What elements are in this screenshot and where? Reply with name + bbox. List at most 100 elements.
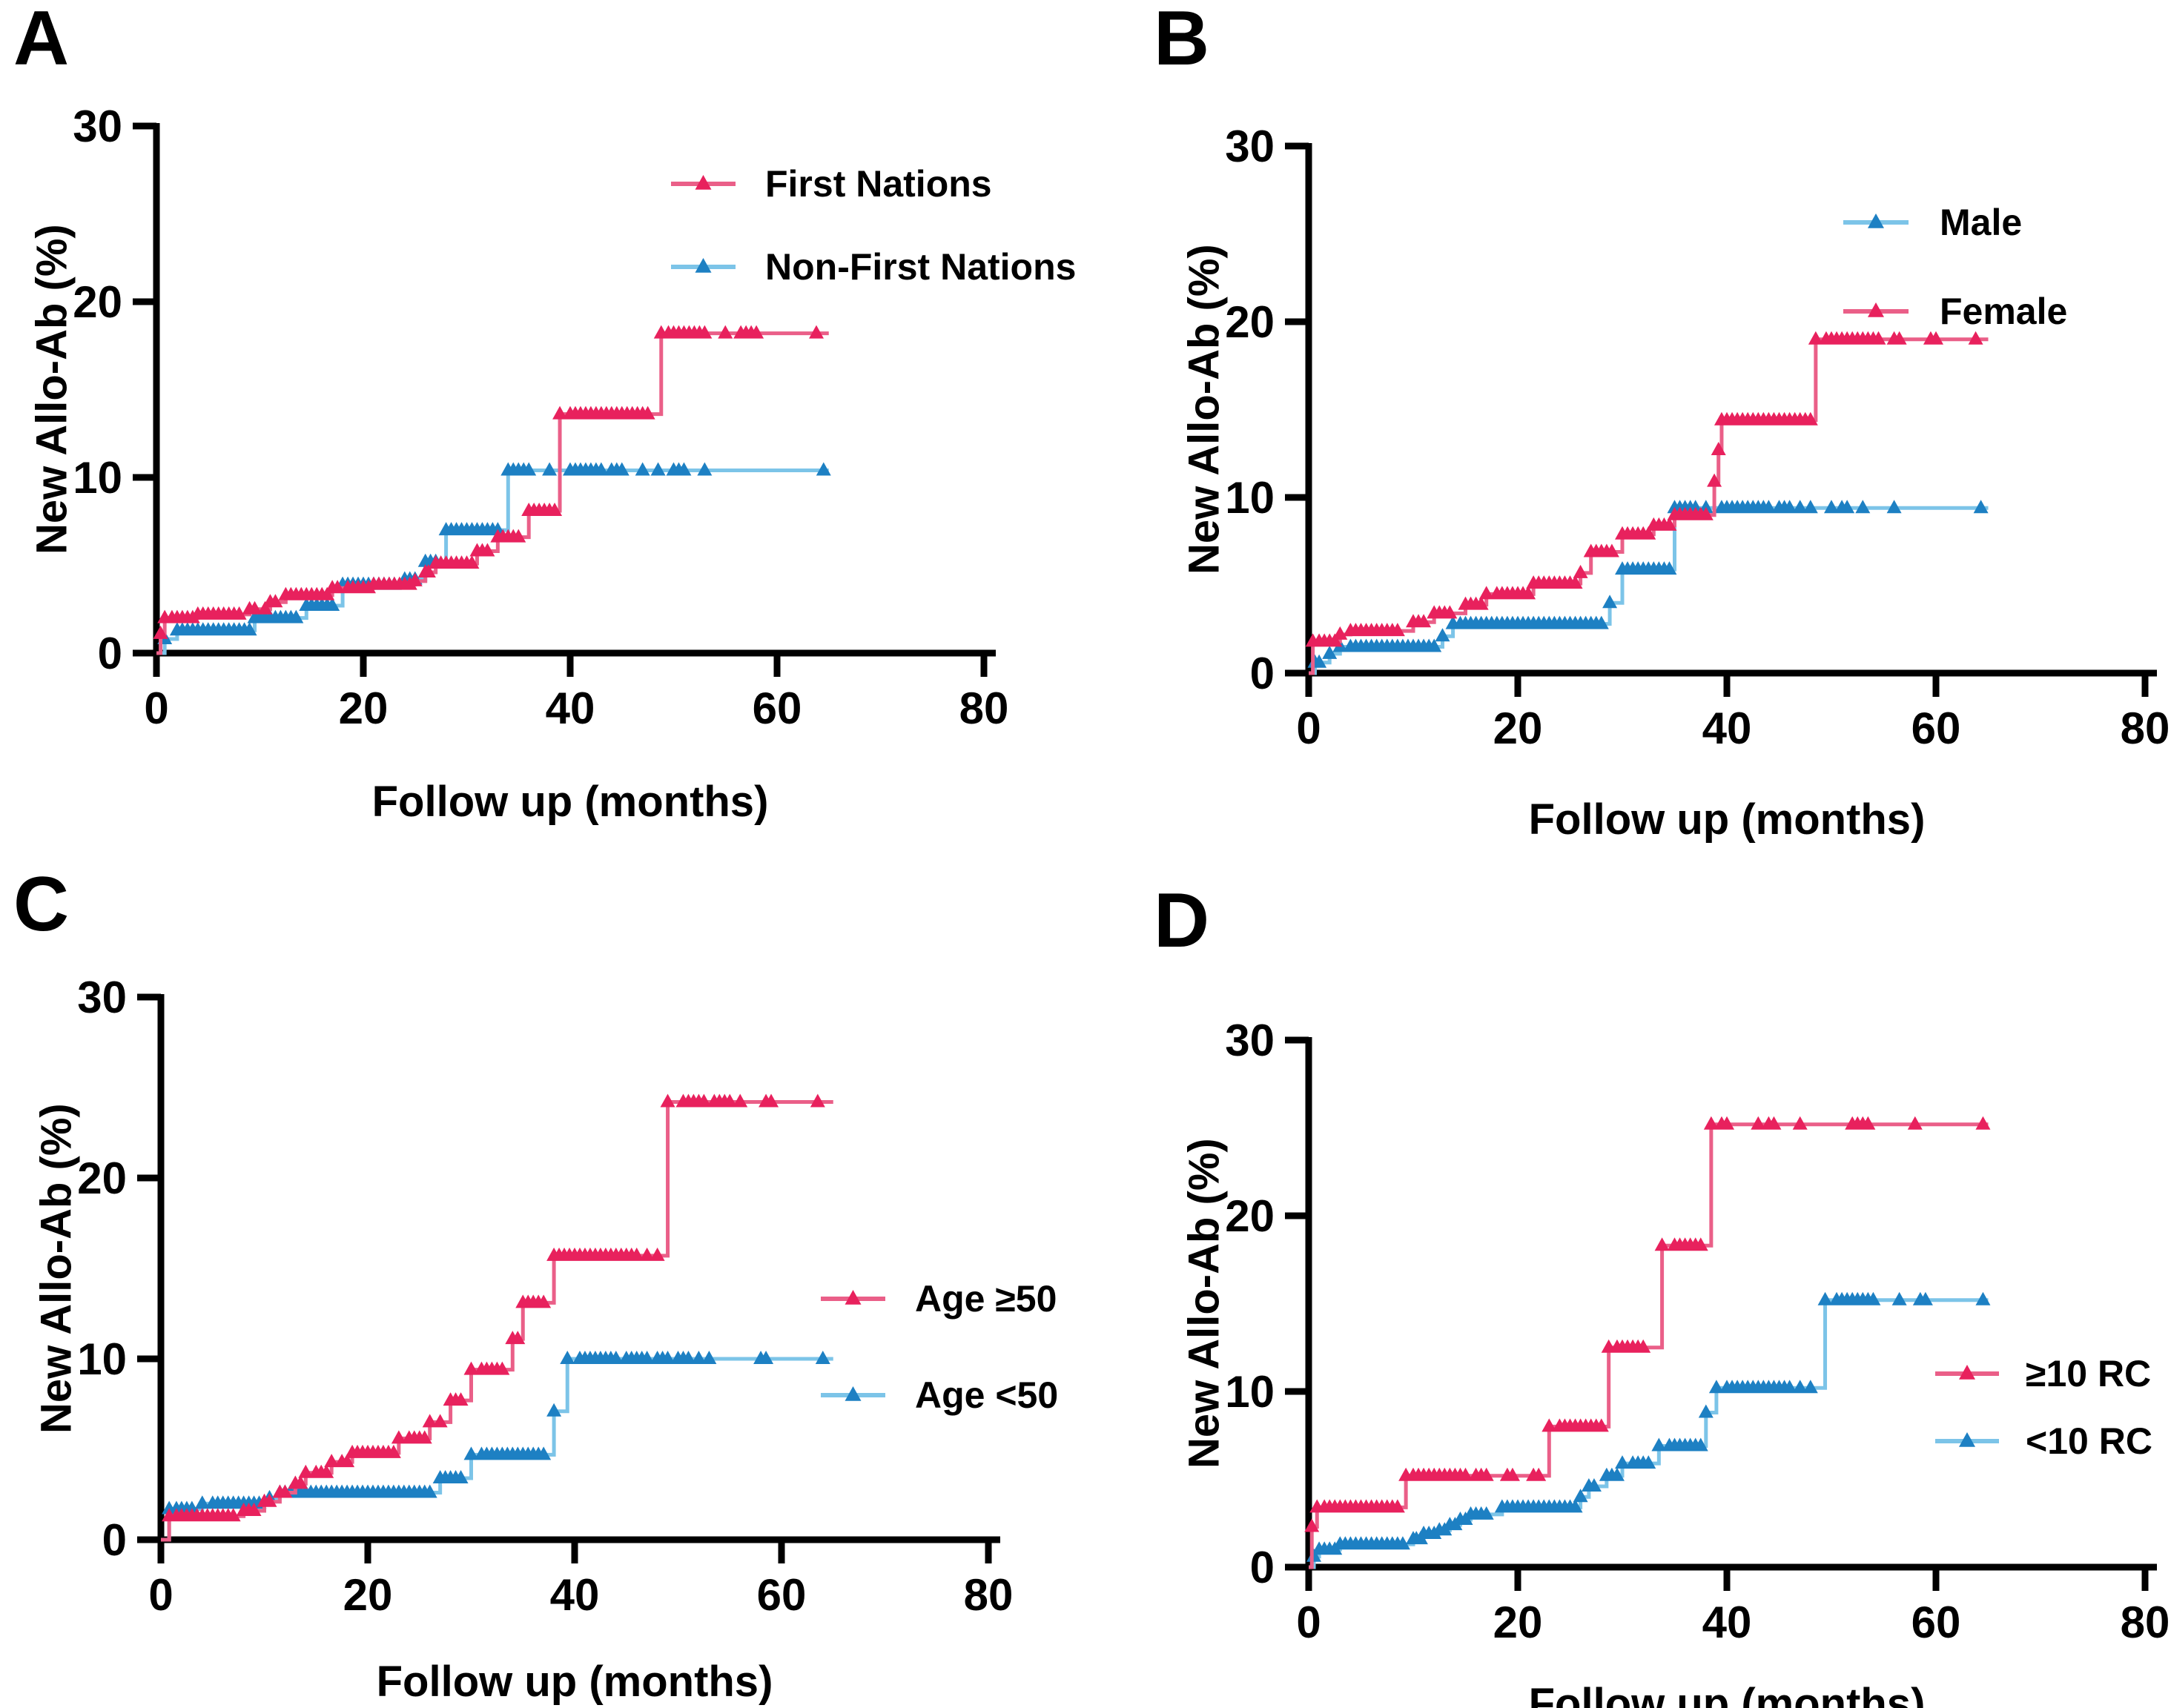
series-non-first-nations <box>156 462 831 655</box>
x-tick-label: 80 <box>2121 1598 2170 1647</box>
censor-marks-10-rc <box>1306 1291 1991 1562</box>
y-tick-label: 0 <box>98 629 122 678</box>
legend-item-age-50: Age <50 <box>821 1374 1058 1416</box>
legend-label-age-50: Age ≥50 <box>915 1278 1057 1320</box>
legend: ≥10 RC <10 RC <box>1935 1353 2152 1462</box>
x-tick-label: 80 <box>2121 704 2170 753</box>
axes: 0 20 40 60 80 0 10 20 30 <box>77 973 1013 1620</box>
axes: 0 20 40 60 80 0 10 20 30 <box>73 102 1008 733</box>
legend-item-female: Female <box>1843 291 2067 332</box>
series-age-50 <box>161 1093 833 1542</box>
x-tick-label: 0 <box>1296 1598 1321 1647</box>
panel-d-plot: 0 20 40 60 80 0 10 20 30 ≥10 RC <10 RC <box>1225 1016 2170 1647</box>
y-tick-label: 10 <box>77 1334 127 1384</box>
x-tick-label: 40 <box>550 1570 600 1620</box>
y-tick-label: 0 <box>1250 649 1275 698</box>
panel-a-letter: A <box>13 0 70 82</box>
panel-b-x-axis-title: Follow up (months) <box>1528 795 1926 844</box>
legend-item-age-50: Age ≥50 <box>821 1278 1057 1320</box>
x-tick-label: 40 <box>1702 1598 1752 1647</box>
censor-marks-female <box>1305 331 1983 647</box>
legend-label-age-50: Age <50 <box>915 1374 1058 1416</box>
axes: 0 20 40 60 80 0 10 20 30 <box>1225 1016 2170 1647</box>
series-markers-10-rc <box>1304 1116 1991 1532</box>
legend-label-non-first-nations: Non-First Nations <box>765 246 1076 288</box>
x-tick-label: 40 <box>546 683 595 733</box>
legend-marker-10-rc <box>1959 1365 1975 1380</box>
legend-marker-male <box>1868 214 1884 228</box>
x-tick-label: 80 <box>964 1570 1014 1620</box>
series-female <box>1305 331 1989 675</box>
legend-marker-age-50 <box>845 1290 862 1305</box>
y-tick-label: 20 <box>1225 297 1275 347</box>
x-tick-label: 0 <box>144 683 168 733</box>
series-male <box>1307 500 1989 675</box>
legend-label-female: Female <box>1940 291 2067 332</box>
y-tick-label: 10 <box>73 453 122 503</box>
legend-item-non-first-nations: Non-First Nations <box>671 246 1076 288</box>
y-tick-label: 20 <box>77 1153 127 1203</box>
panel-c-x-axis-title: Follow up (months) <box>376 1658 773 1706</box>
y-tick-label: 30 <box>1225 1016 1275 1065</box>
y-tick-label: 30 <box>77 973 127 1022</box>
y-tick-label: 10 <box>1225 473 1275 523</box>
legend-marker-age-50 <box>845 1386 862 1401</box>
legend-marker-non-first-nations <box>695 258 712 273</box>
x-tick-label: 60 <box>1911 704 1961 753</box>
series-markers-female <box>1305 331 1983 647</box>
legend: First Nations Non-First Nations <box>671 163 1076 288</box>
y-tick-label: 30 <box>73 102 122 151</box>
legend-marker-first-nations <box>695 175 712 190</box>
y-tick-label: 10 <box>1225 1367 1275 1417</box>
panel-a: A New Allo-Ab (%) 0 20 40 60 80 0 10 20 30 First … <box>0 0 1086 854</box>
series-markers-first-nations <box>153 325 825 639</box>
x-tick-label: 20 <box>339 683 389 733</box>
x-tick-label: 20 <box>343 1570 393 1620</box>
panel-c: C New Allo-Ab (%) 0 20 40 60 80 0 10 20 30 Age ≥5… <box>0 854 1086 1708</box>
series-10-rc <box>1304 1116 1991 1569</box>
panel-b-plot: 0 20 40 60 80 0 10 20 30 Male Female <box>1225 122 2170 753</box>
x-tick-label: 60 <box>1911 1598 1961 1647</box>
series-first-nations <box>153 325 829 655</box>
y-tick-label: 0 <box>102 1515 127 1565</box>
panel-c-plot: 0 20 40 60 80 0 10 20 30 Age ≥50 Age <50 <box>77 973 1058 1620</box>
legend-item-male: Male <box>1843 202 2022 243</box>
series-line-first-nations <box>156 331 829 655</box>
series-line-10-rc <box>1309 1122 1989 1569</box>
censor-marks-male <box>1307 500 1989 668</box>
legend-marker-10-rc <box>1959 1432 1975 1447</box>
legend-label-first-nations: First Nations <box>765 163 992 205</box>
y-tick-label: 20 <box>73 277 122 327</box>
legend: Age ≥50 Age <50 <box>821 1278 1058 1416</box>
series-line-age-50 <box>161 1100 833 1542</box>
x-tick-label: 60 <box>753 683 802 733</box>
x-tick-label: 20 <box>1493 704 1543 753</box>
panel-d-x-axis-title: Follow up (months) <box>1528 1680 1926 1708</box>
x-tick-label: 0 <box>148 1570 173 1620</box>
legend: Male Female <box>1843 202 2067 332</box>
censor-marks-age-50 <box>162 1351 830 1515</box>
panel-d: D New Allo-Ab (%) 0 20 40 60 80 0 10 20 30 ≥10 RC… <box>1086 854 2171 1708</box>
series-line-10-rc <box>1309 1298 1989 1569</box>
x-tick-label: 80 <box>959 683 1009 733</box>
legend-label-10-rc: <10 RC <box>2026 1420 2152 1462</box>
censor-marks-10-rc <box>1304 1116 1991 1532</box>
censor-marks-first-nations <box>153 325 825 639</box>
panel-d-letter: D <box>1154 878 1210 964</box>
panel-b: B New Allo-Ab (%) 0 20 40 60 80 0 10 20 30 Male Fe… <box>1086 0 2171 854</box>
legend-label-10-rc: ≥10 RC <box>2026 1353 2151 1394</box>
series-markers-male <box>1307 500 1989 668</box>
panel-a-plot: 0 20 40 60 80 0 10 20 30 First Nations Non-First N… <box>73 102 1076 733</box>
y-tick-label: 20 <box>1225 1191 1275 1241</box>
censor-marks-non-first-nations <box>157 462 831 645</box>
series-markers-10-rc <box>1306 1291 1991 1562</box>
series-line-non-first-nations <box>156 469 829 655</box>
x-tick-label: 20 <box>1493 1598 1543 1647</box>
y-tick-label: 0 <box>1250 1543 1275 1592</box>
x-tick-label: 60 <box>757 1570 807 1620</box>
axes: 0 20 40 60 80 0 10 20 30 <box>1225 122 2170 753</box>
panel-b-letter: B <box>1154 0 1210 82</box>
panel-a-x-axis-title: Follow up (months) <box>371 778 769 826</box>
series-markers-age-50 <box>162 1351 830 1515</box>
